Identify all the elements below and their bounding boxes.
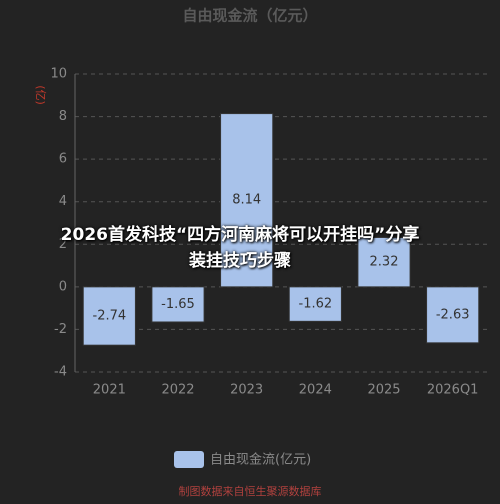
y-tick-label: 2: [59, 237, 67, 252]
bar: [151, 286, 205, 323]
overlay-text: 2026首发科技“四方河南麻将可以开挂吗”分享装挂技巧步骤: [60, 225, 420, 271]
value-label: -2.74: [93, 309, 127, 324]
bar: [357, 236, 411, 288]
y-tick-label: 4: [59, 194, 67, 209]
x-tick-label: 2026Q1: [427, 383, 479, 398]
legend-swatch: [174, 451, 204, 468]
bar: [426, 286, 480, 344]
x-tick-label: 2025: [367, 383, 400, 398]
x-tick-label: 2024: [299, 383, 332, 398]
x-tick-label: 2023: [230, 383, 263, 398]
value-label: 8.14: [232, 193, 261, 208]
value-label: 2.32: [370, 255, 399, 270]
value-label: -2.63: [436, 307, 470, 322]
y-tick-label: 10: [50, 67, 67, 82]
bar: [288, 286, 342, 322]
bar: [220, 113, 274, 288]
y-tick-label: 0: [59, 279, 67, 294]
y-tick-label: -2: [54, 322, 67, 337]
chart-title: 自由现金流（亿元）: [182, 7, 317, 25]
legend-label: 自由现金流(亿元): [210, 452, 311, 468]
y-tick-label: -4: [54, 365, 67, 380]
y-tick-label: 8: [59, 109, 67, 124]
y-axis-label: (亿): [34, 85, 47, 105]
y-tick-label: 6: [59, 152, 67, 167]
source: 制图数据来自恒生聚源数据库: [179, 484, 322, 498]
bar: [82, 286, 136, 346]
value-label: -1.65: [161, 297, 195, 312]
x-tick-label: 2022: [161, 383, 194, 398]
x-tick-label: 2021: [93, 383, 126, 398]
value-label: -1.62: [299, 297, 333, 312]
